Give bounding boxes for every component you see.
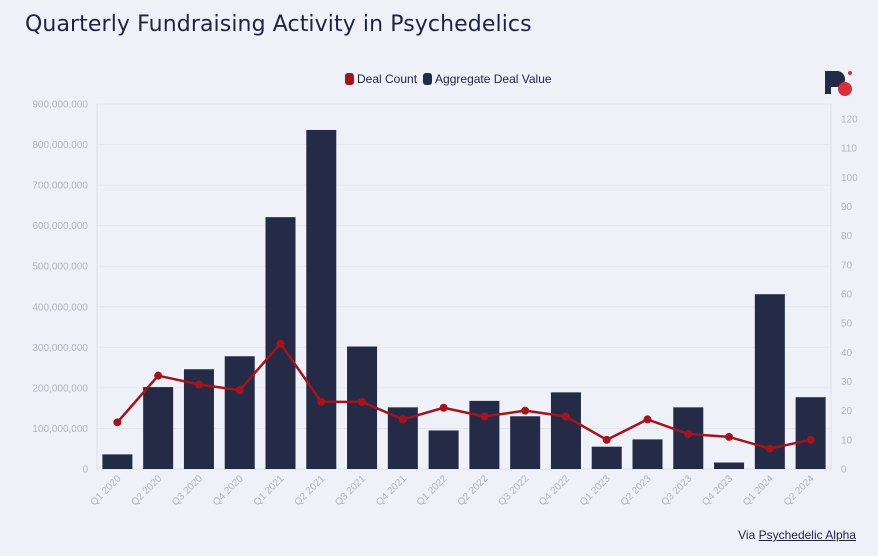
legend-item-aggregate-deal-value[interactable]: Aggregate Deal Value <box>423 72 552 86</box>
line-point <box>561 412 570 421</box>
x-tick-label: Q2 2020 <box>129 473 164 508</box>
y-right-tick-label: 10 <box>841 435 853 446</box>
y-left-tick-label: 400,000,000 <box>32 302 88 313</box>
bar <box>632 439 663 469</box>
line-point <box>317 397 326 406</box>
bar <box>754 294 785 469</box>
bar <box>673 407 704 469</box>
y-right-tick-label: 90 <box>841 202 853 213</box>
x-tick-label: Q3 2021 <box>333 473 368 508</box>
psychedelic-alpha-logo-icon <box>825 71 852 96</box>
line-point <box>358 397 367 406</box>
legend-swatch-aggregate-deal-value <box>423 73 433 85</box>
y-left-tick-label: 500,000,000 <box>32 262 88 273</box>
deal-count-line <box>116 342 811 450</box>
line-point <box>154 371 163 380</box>
bar <box>347 346 378 469</box>
y-right-tick-label: 40 <box>841 348 853 359</box>
line-series <box>113 339 815 453</box>
y-axis-right: 0 10 20 30 40 50 60 70 80 90 100 110 120 <box>841 115 858 476</box>
y-left-tick-label: 100,000,000 <box>32 424 88 435</box>
y-right-tick-label: 30 <box>841 377 853 388</box>
source-link[interactable]: Psychedelic Alpha <box>758 528 856 542</box>
x-tick-label: Q4 2023 <box>700 473 735 508</box>
line-point <box>113 418 122 427</box>
y-left-tick-label: 900,000,000 <box>32 100 88 111</box>
x-tick-label: Q2 2023 <box>619 473 654 508</box>
y-left-tick-label: 800,000,000 <box>32 140 88 151</box>
y-right-tick-label: 120 <box>841 115 858 126</box>
x-tick-label: Q2 2024 <box>782 473 817 508</box>
bar <box>510 416 541 469</box>
source-footer: Via Psychedelic Alpha <box>738 528 856 542</box>
line-point <box>521 406 530 415</box>
x-tick-label: Q3 2020 <box>170 473 205 508</box>
x-axis: Q1 2020 Q2 2020 Q3 2020 Q4 2020 Q1 2021 Q2 20… <box>89 473 817 508</box>
y-left-tick-label: 600,000,000 <box>32 221 88 232</box>
x-tick-label: Q4 2021 <box>374 473 409 508</box>
legend-label-deal-count: Deal Count <box>357 72 418 86</box>
bar <box>714 462 745 469</box>
line-point <box>194 380 203 389</box>
line-point <box>806 435 815 444</box>
y-right-tick-label: 110 <box>841 144 857 155</box>
line-point <box>765 444 774 453</box>
bar <box>143 387 174 469</box>
x-tick-label: Q2 2022 <box>456 473 491 508</box>
legend-swatch-deal-count <box>345 73 354 85</box>
y-right-tick-label: 70 <box>841 260 853 271</box>
line-point <box>480 412 489 421</box>
gridlines <box>96 103 832 470</box>
chart-legend: Deal Count Aggregate Deal Value <box>345 72 552 86</box>
x-tick-label: Q1 2020 <box>89 473 124 508</box>
y-right-tick-label: 80 <box>841 231 853 242</box>
line-point <box>643 415 652 424</box>
line-point <box>725 432 734 441</box>
y-right-tick-label: 0 <box>841 465 847 476</box>
bar <box>795 397 826 469</box>
line-point <box>439 403 448 412</box>
y-axis-left: 0 100,000,000 200,000,000 300,000,000 400,00… <box>32 100 88 476</box>
y-left-tick-label: 200,000,000 <box>32 383 88 394</box>
chart-title: Quarterly Fundraising Activity in Psyche… <box>25 12 532 37</box>
x-tick-label: Q3 2023 <box>659 473 694 508</box>
x-tick-label: Q2 2021 <box>292 473 327 508</box>
y-left-tick-label: 700,000,000 <box>32 181 88 192</box>
legend-label-aggregate-deal-value: Aggregate Deal Value <box>435 72 552 86</box>
x-tick-label: Q1 2021 <box>252 473 287 508</box>
y-left-tick-label: 300,000,000 <box>32 343 88 354</box>
bar <box>102 454 133 469</box>
x-tick-label: Q1 2023 <box>578 473 613 508</box>
line-point <box>276 339 285 348</box>
x-tick-label: Q4 2022 <box>537 473 572 508</box>
y-right-tick-label: 50 <box>841 319 853 330</box>
x-tick-label: Q1 2022 <box>415 473 450 508</box>
source-prefix: Via <box>738 528 759 542</box>
y-right-tick-label: 60 <box>841 290 853 301</box>
bar-series <box>102 129 826 469</box>
y-right-tick-label: 20 <box>841 406 853 417</box>
x-tick-label: Q4 2020 <box>211 473 246 508</box>
legend-item-deal-count[interactable]: Deal Count <box>345 72 417 86</box>
line-point <box>398 415 407 424</box>
bar <box>306 129 337 469</box>
x-tick-label: Q1 2024 <box>741 473 776 508</box>
y-left-tick-label: 0 <box>82 465 88 476</box>
line-point <box>235 386 244 395</box>
bar <box>224 356 255 469</box>
line-point <box>684 430 693 438</box>
x-tick-label: Q3 2022 <box>496 473 531 508</box>
bar <box>469 400 500 469</box>
bar <box>591 446 622 469</box>
y-right-tick-label: 100 <box>841 173 858 184</box>
bar <box>550 392 581 469</box>
bar <box>428 430 459 469</box>
line-point <box>602 435 611 444</box>
